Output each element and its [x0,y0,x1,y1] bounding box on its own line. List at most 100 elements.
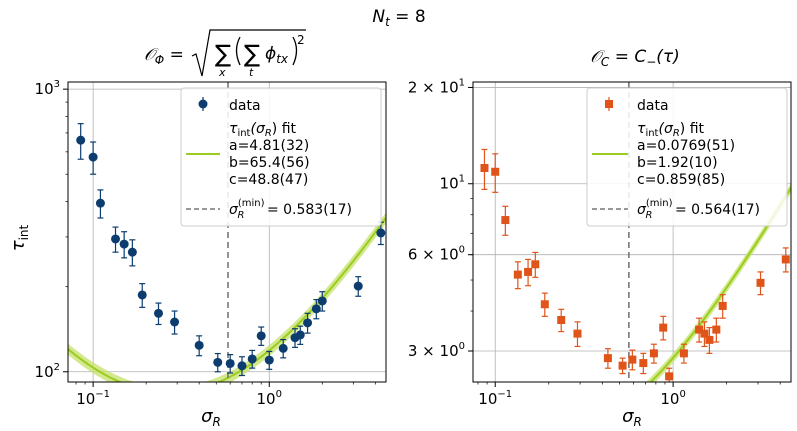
left-data-point [119,231,129,259]
left-y-tick-label: 103 [35,79,60,98]
right-data-marker [573,329,582,338]
right-data-point [659,315,668,341]
left-legend-data-label: data [229,98,261,114]
right-data-marker [540,300,549,309]
right-title: 𝒪C = C−(τ) [590,47,680,69]
left-data-point [137,283,147,308]
left-ylabel: τint [8,224,31,251]
left-legend-data-marker [198,99,208,109]
left-fit-curve [68,217,386,382]
right-legend: data τint(σR) fit a=0.0769(51) b=1.92(10… [586,87,788,227]
right-data-marker [501,216,510,225]
right-data-marker [705,335,714,344]
right-data-point [573,321,582,348]
left-legend-fit-label: τint(σR) fit [229,121,297,139]
right-data-point [531,251,540,278]
right-data-point [491,153,500,193]
left-data-point [353,276,363,297]
left-legend-param-a: a=4.81(32) [229,138,309,154]
left-data-marker [376,228,386,238]
left-title-sum-t-index: t [249,66,254,79]
left-title-sum-t: ∑ [244,40,260,68]
right-legend-param-a: a=0.0769(51) [637,138,735,154]
left-data-point [256,326,266,346]
left-x-tick-label: 10−1 [76,389,110,408]
figure-suptitle: Nt = 8 [372,7,425,29]
left-data-point [76,123,86,160]
right-data-point [557,308,566,333]
left-data-marker [237,361,247,371]
left-data-marker [137,290,147,300]
right-fit-curve [649,187,791,382]
left-data-marker [194,340,204,350]
right-legend-vline-label: σ(min) R = 0.564(17) [637,198,760,221]
right-data-marker [603,354,612,363]
left-title-sqrt: ∑ x ∑ t ϕtx 2 [191,29,306,79]
left-data-marker [88,152,98,162]
right-xlabel: σR [622,406,642,429]
right-y-tick-label: 101 [440,174,465,193]
left-data-marker [95,198,105,208]
right-data-marker [695,325,704,334]
right-data-point [628,349,637,371]
right-data-marker [718,301,727,310]
right-data-marker [524,267,533,276]
right-data-point [603,348,612,369]
right-data-marker [531,260,540,269]
left-data-point [194,335,204,357]
right-data-point [781,247,790,273]
right-data-point [705,327,714,354]
right-data-marker [628,355,637,364]
left-data-marker [264,355,274,365]
right-legend-fit-label: τint(σR) fit [637,121,705,139]
right-x-tick-label: 10−1 [478,389,512,408]
left-title-lhs: 𝒪Φ = [144,45,184,67]
left-data-point [88,141,98,175]
right-data-point [756,271,765,296]
right-plot-content [480,82,791,382]
right-data-point [665,367,674,382]
right-ticks: 10−1 100 3 × 100 6 × 100 101 2 × 101 [408,77,781,408]
left-data-marker [153,308,163,318]
right-plot-area: 10−1 100 3 × 100 6 × 100 101 2 × 101 [408,77,792,408]
right-data-point [639,352,648,375]
right-data-point [679,343,688,364]
left-xlabel: σR [201,406,221,429]
left-data-point [376,221,386,246]
right-data-marker [700,329,709,338]
left-title-phi: ϕtx [265,44,289,66]
left-data-point [225,354,235,374]
right-data-marker [639,359,648,368]
right-panel: 𝒪C = C−(τ) 10−1 100 3 × 100 6 × 100 101 2 × 1… [408,47,792,429]
left-y-tick-label: 102 [35,362,60,381]
left-title-power: 2 [297,33,305,47]
left-data-point [111,226,121,253]
left-data-marker [256,331,266,341]
left-data-point [264,350,274,370]
left-data-point [237,356,247,377]
right-data-marker [513,270,522,279]
right-data-marker [665,372,674,381]
left-data-marker [119,239,129,249]
right-data-marker [649,349,658,358]
left-data-point [303,312,313,334]
left-panel: 𝒪Φ = ∑ x ∑ t ϕtx 2 10−1 100 102 103 σR τint… [8,29,387,429]
right-grid [473,82,791,382]
left-legend-param-c: c=48.8(47) [229,172,308,188]
right-data-point [700,321,709,348]
left-data-marker [295,330,305,340]
right-y-tick-label: 2 × 101 [408,77,465,96]
left-data-point [153,302,163,326]
left-data-marker [247,354,257,364]
right-data-marker [679,349,688,358]
right-data-point [618,357,627,375]
left-data-point [311,299,321,320]
left-data-marker [353,281,363,291]
right-data-point [540,292,549,317]
left-data-marker [127,247,137,257]
left-data-marker [278,343,288,353]
left-data-point [170,310,180,335]
left-data-point [127,239,137,267]
right-data-point [513,261,522,290]
